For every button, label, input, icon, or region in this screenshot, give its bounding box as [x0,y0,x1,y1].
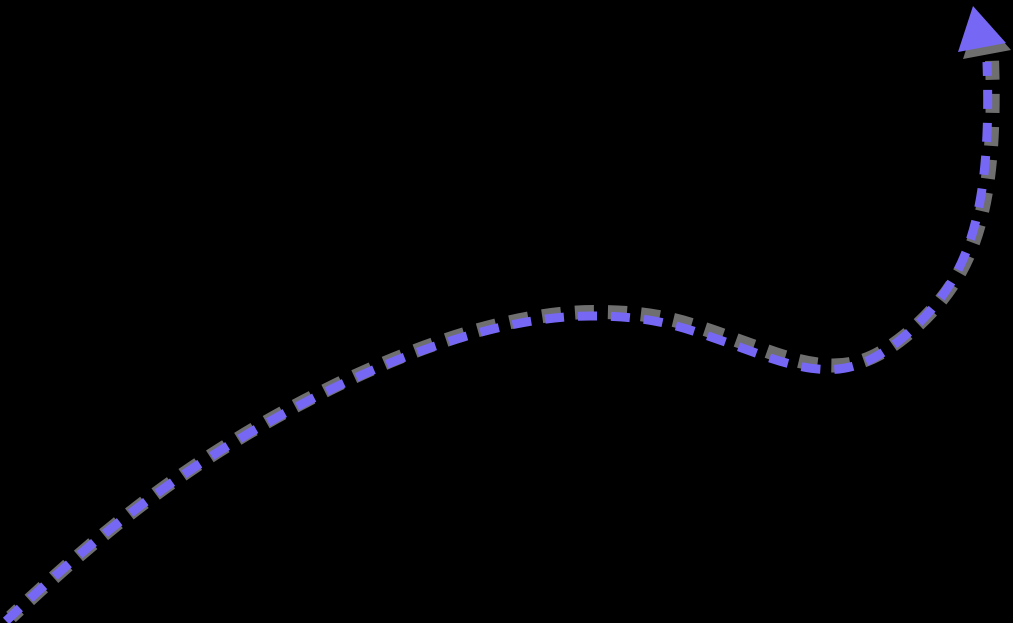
arrow-curve [2,61,993,623]
arrow-head-icon [958,6,1006,52]
arrow-curve-shadow [6,57,1000,623]
